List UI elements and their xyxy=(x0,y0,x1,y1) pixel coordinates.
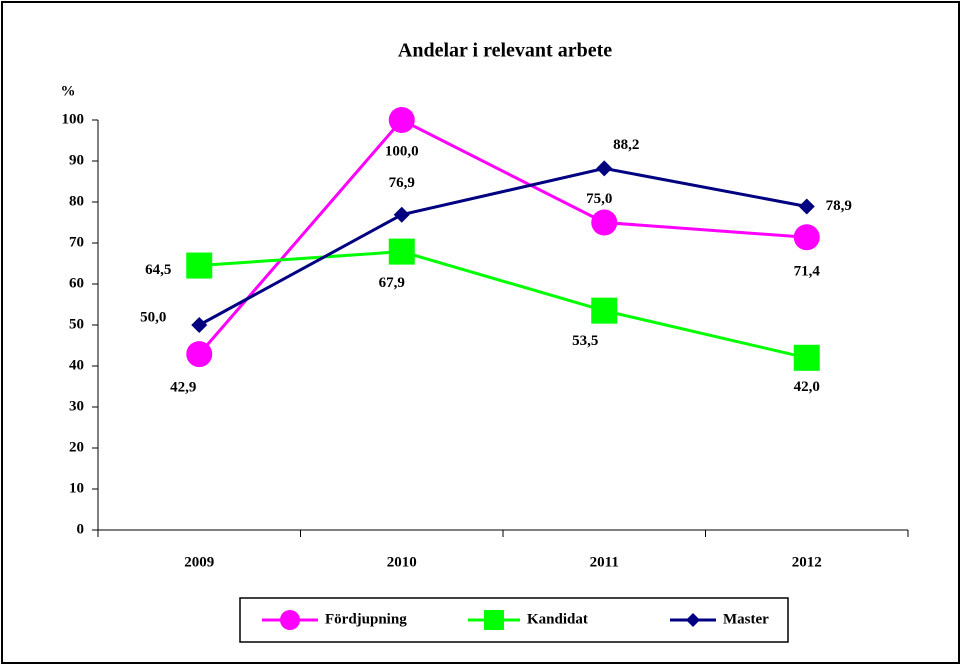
x-tick-label: 2009 xyxy=(184,554,214,570)
x-tick-label: 2010 xyxy=(387,554,417,570)
marker xyxy=(793,224,820,251)
y-tick-label: 90 xyxy=(69,152,84,168)
chart-title: Andelar i relevant arbete xyxy=(398,40,612,62)
y-tick-label: 10 xyxy=(69,480,84,496)
y-tick-label: 0 xyxy=(77,521,85,537)
data-label: 67,9 xyxy=(379,275,405,291)
data-label: 76,9 xyxy=(389,175,415,191)
legend-label: Kandidat xyxy=(527,611,588,627)
data-label: 78,9 xyxy=(826,198,852,214)
marker xyxy=(793,344,820,371)
data-label: 50,0 xyxy=(140,309,166,325)
legend-marker xyxy=(280,610,300,630)
marker xyxy=(591,297,618,324)
series-line xyxy=(198,118,807,356)
marker xyxy=(393,206,410,223)
y-tick-label: 70 xyxy=(69,234,84,250)
marker xyxy=(591,209,618,236)
y-tick-label: 50 xyxy=(69,316,84,332)
data-label: 100,0 xyxy=(385,143,419,159)
y-tick-label: 30 xyxy=(69,398,84,414)
marker xyxy=(388,107,415,133)
data-label: 53,5 xyxy=(572,333,598,349)
data-label: 64,5 xyxy=(145,262,171,278)
x-tick-label: 2012 xyxy=(792,554,822,570)
legend-label: Master xyxy=(723,611,769,627)
series-line xyxy=(199,250,808,360)
marker xyxy=(186,341,213,368)
y-tick-label: 20 xyxy=(69,439,84,455)
marker xyxy=(596,160,613,177)
marker xyxy=(798,198,815,215)
legend-label: Fördjupning xyxy=(325,611,407,627)
x-tick-label: 2011 xyxy=(590,554,619,570)
data-label: 88,2 xyxy=(613,137,639,153)
y-axis-label: % xyxy=(61,83,76,99)
data-label: 42,0 xyxy=(794,379,820,395)
legend-marker xyxy=(484,610,504,630)
legend-marker xyxy=(686,613,700,627)
marker xyxy=(186,252,213,279)
y-tick-label: 80 xyxy=(69,193,84,209)
y-tick-label: 100 xyxy=(62,111,85,127)
series-line xyxy=(198,166,808,327)
y-tick-label: 40 xyxy=(69,357,84,373)
marker xyxy=(388,238,415,265)
marker xyxy=(191,317,208,333)
y-tick-label: 60 xyxy=(69,275,84,291)
data-label: 75,0 xyxy=(586,191,612,207)
data-label: 71,4 xyxy=(794,264,821,280)
data-label: 42,9 xyxy=(170,380,196,396)
